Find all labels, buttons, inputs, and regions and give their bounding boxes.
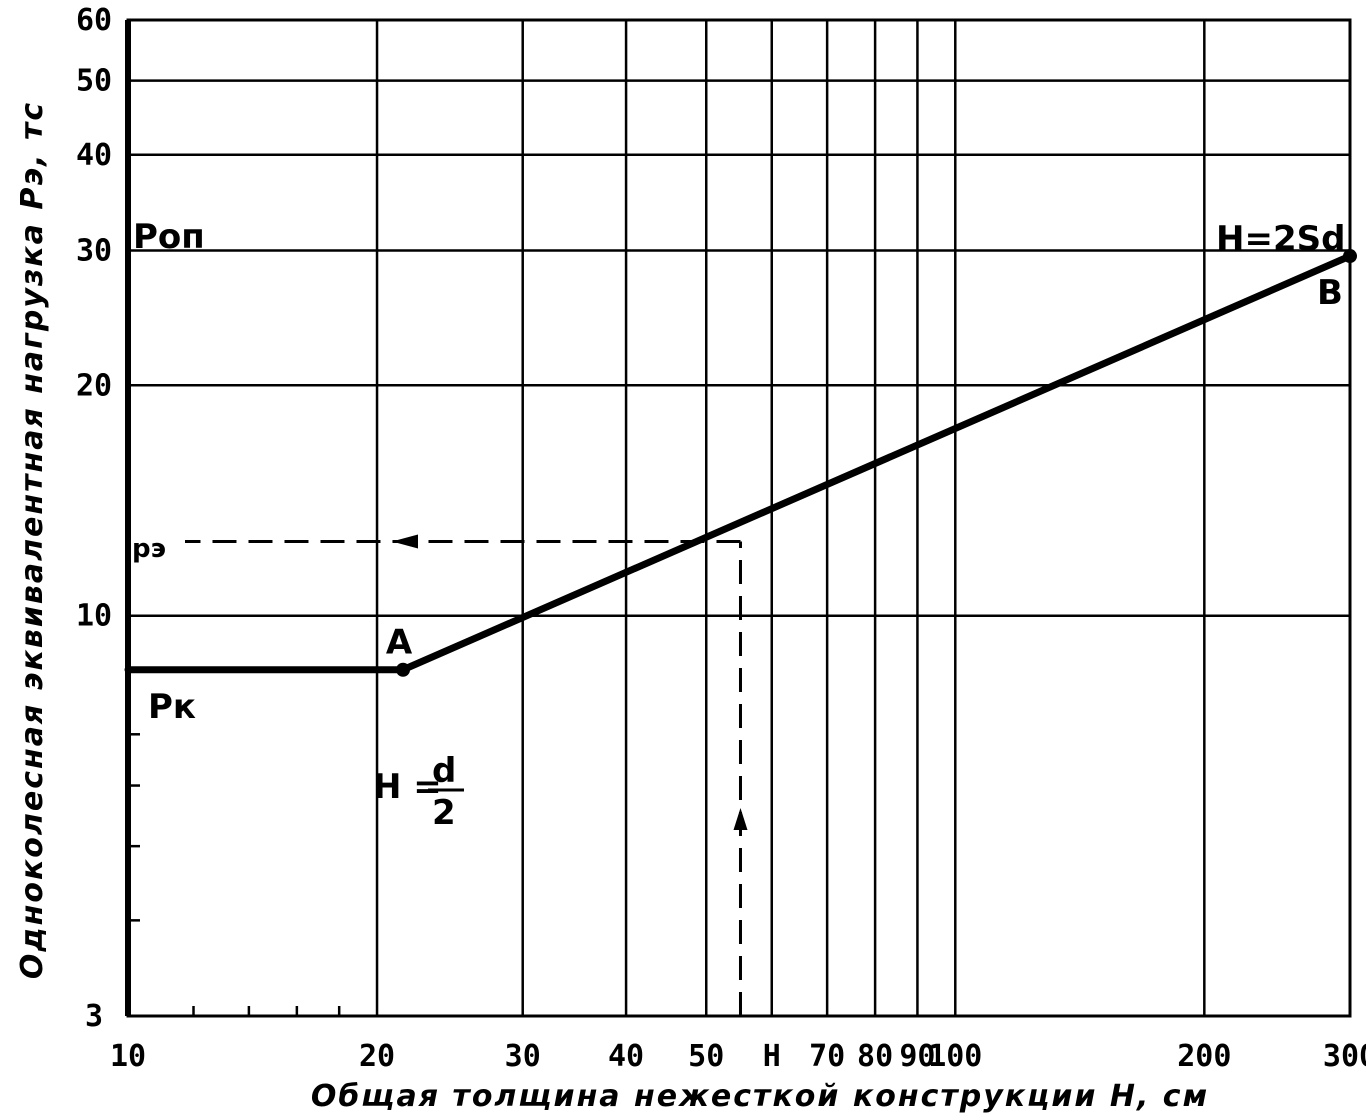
x-tick-label: H (763, 1039, 781, 1074)
eq-a-den-label: 2 (432, 793, 456, 833)
guide-arrow-left (392, 534, 418, 549)
y-tick-label: 20 (76, 368, 112, 403)
y-tick-label: 60 (76, 3, 112, 38)
p-op-label: Pоп (133, 217, 205, 257)
x-tick-label: 50 (688, 1039, 724, 1074)
x-tick-label: 30 (505, 1039, 541, 1074)
point-marker (1343, 249, 1357, 264)
p-e-label: pэ (132, 534, 166, 564)
guide-arrow-up (733, 808, 748, 830)
x-tick-label: 40 (608, 1039, 644, 1074)
point-label: A (386, 623, 413, 663)
y-tick-label: 40 (76, 138, 112, 173)
x-tick-label: 200 (1177, 1039, 1231, 1074)
y-axis-title: Одноколесная эквивалентная нагрузка Pэ, … (15, 101, 50, 979)
y-tick-label: 10 (76, 599, 112, 634)
x-tick-label: 300 (1323, 1039, 1366, 1074)
series-layer (124, 249, 1357, 677)
y-tick-label: 3 (85, 999, 103, 1034)
eq-b-label: H=2Sd (1216, 219, 1345, 259)
eq-a-num-label: d (432, 751, 456, 791)
eq-a-left-label: H = (373, 767, 442, 807)
x-axis-title: Общая толщина нежесткой конструкции H, с… (311, 1079, 1209, 1114)
x-tick-label: 70 (809, 1039, 845, 1074)
p-k-label: Pк (148, 687, 196, 727)
point-label: B (1317, 273, 1343, 313)
x-tick-label: 10 (110, 1039, 146, 1074)
y-tick-label: 50 (76, 64, 112, 99)
x-tick-label: 100 (928, 1039, 982, 1074)
x-tick-label: 80 (857, 1039, 893, 1074)
guide-layer (185, 534, 748, 1016)
point-marker (396, 662, 411, 677)
x-tick-label: 20 (359, 1039, 395, 1074)
x-tick-label: 90 (899, 1039, 935, 1074)
y-tick-label: 30 (76, 233, 112, 268)
labels-layer: 1020304050H7080901002003003102030405060A… (76, 3, 1366, 1074)
